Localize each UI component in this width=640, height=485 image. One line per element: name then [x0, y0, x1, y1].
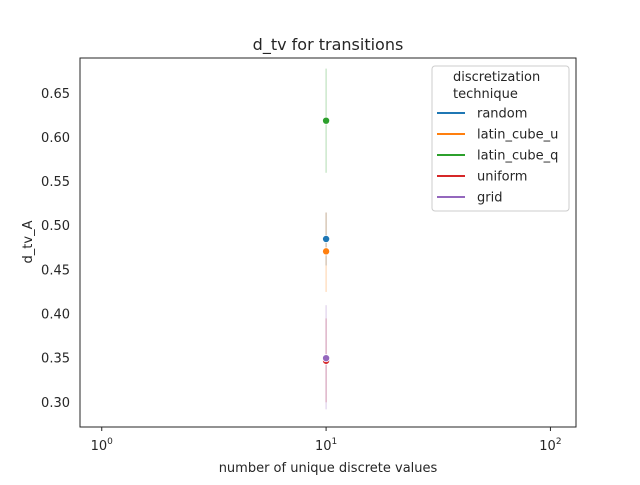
- legend-label-random: random: [477, 107, 527, 122]
- legend-label-grid: grid: [477, 191, 502, 206]
- y-tick-label: 0.60: [41, 131, 70, 146]
- chart-title: d_tv for transitions: [253, 35, 404, 55]
- x-tick-label: 102: [539, 437, 561, 454]
- legend-label-latin_cube_q: latin_cube_q: [477, 149, 558, 164]
- y-axis: 0.30 0.35 0.40 0.45 0.50 0.55 0.60 0.65: [41, 87, 70, 411]
- data-point-grid: [322, 354, 331, 363]
- plot-frame: [79, 57, 577, 428]
- y-tick-label: 0.50: [41, 219, 70, 234]
- plot-area: [322, 68, 331, 410]
- y-axis-label: d_tv_A: [21, 220, 36, 263]
- y-tick-label: 0.40: [41, 308, 70, 323]
- y-tick-label: 0.45: [41, 263, 70, 278]
- y-tick-label: 0.65: [41, 87, 70, 102]
- x-tick-base: 10: [539, 439, 556, 454]
- data-point-latin_cube_u: [322, 247, 331, 256]
- y-tick-label: 0.55: [41, 175, 70, 190]
- data-point-random: [322, 234, 331, 243]
- y-tick-label: 0.35: [41, 352, 70, 367]
- data-point-latin_cube_q: [322, 116, 331, 125]
- legend-label-uniform: uniform: [477, 170, 527, 185]
- legend-title-line-1: discretization: [453, 70, 540, 85]
- y-tick-label: 0.30: [41, 396, 70, 411]
- x-tick-exponent: 1: [331, 437, 337, 447]
- legend-title-line-2: technique: [453, 87, 518, 102]
- x-tick-exponent: 2: [556, 437, 562, 447]
- legend: discretization technique random latin_cub…: [431, 65, 570, 212]
- legend-label-latin_cube_u: latin_cube_u: [477, 128, 558, 143]
- x-axis-label: number of unique discrete values: [219, 461, 438, 476]
- x-tick-base: 10: [315, 439, 332, 454]
- x-tick-exponent: 0: [107, 437, 113, 447]
- x-tick-label: 100: [91, 437, 114, 454]
- x-axis: 100 101 102: [91, 427, 562, 454]
- x-tick-label: 101: [315, 437, 337, 454]
- legend-box: [431, 65, 570, 212]
- x-tick-base: 10: [91, 439, 108, 454]
